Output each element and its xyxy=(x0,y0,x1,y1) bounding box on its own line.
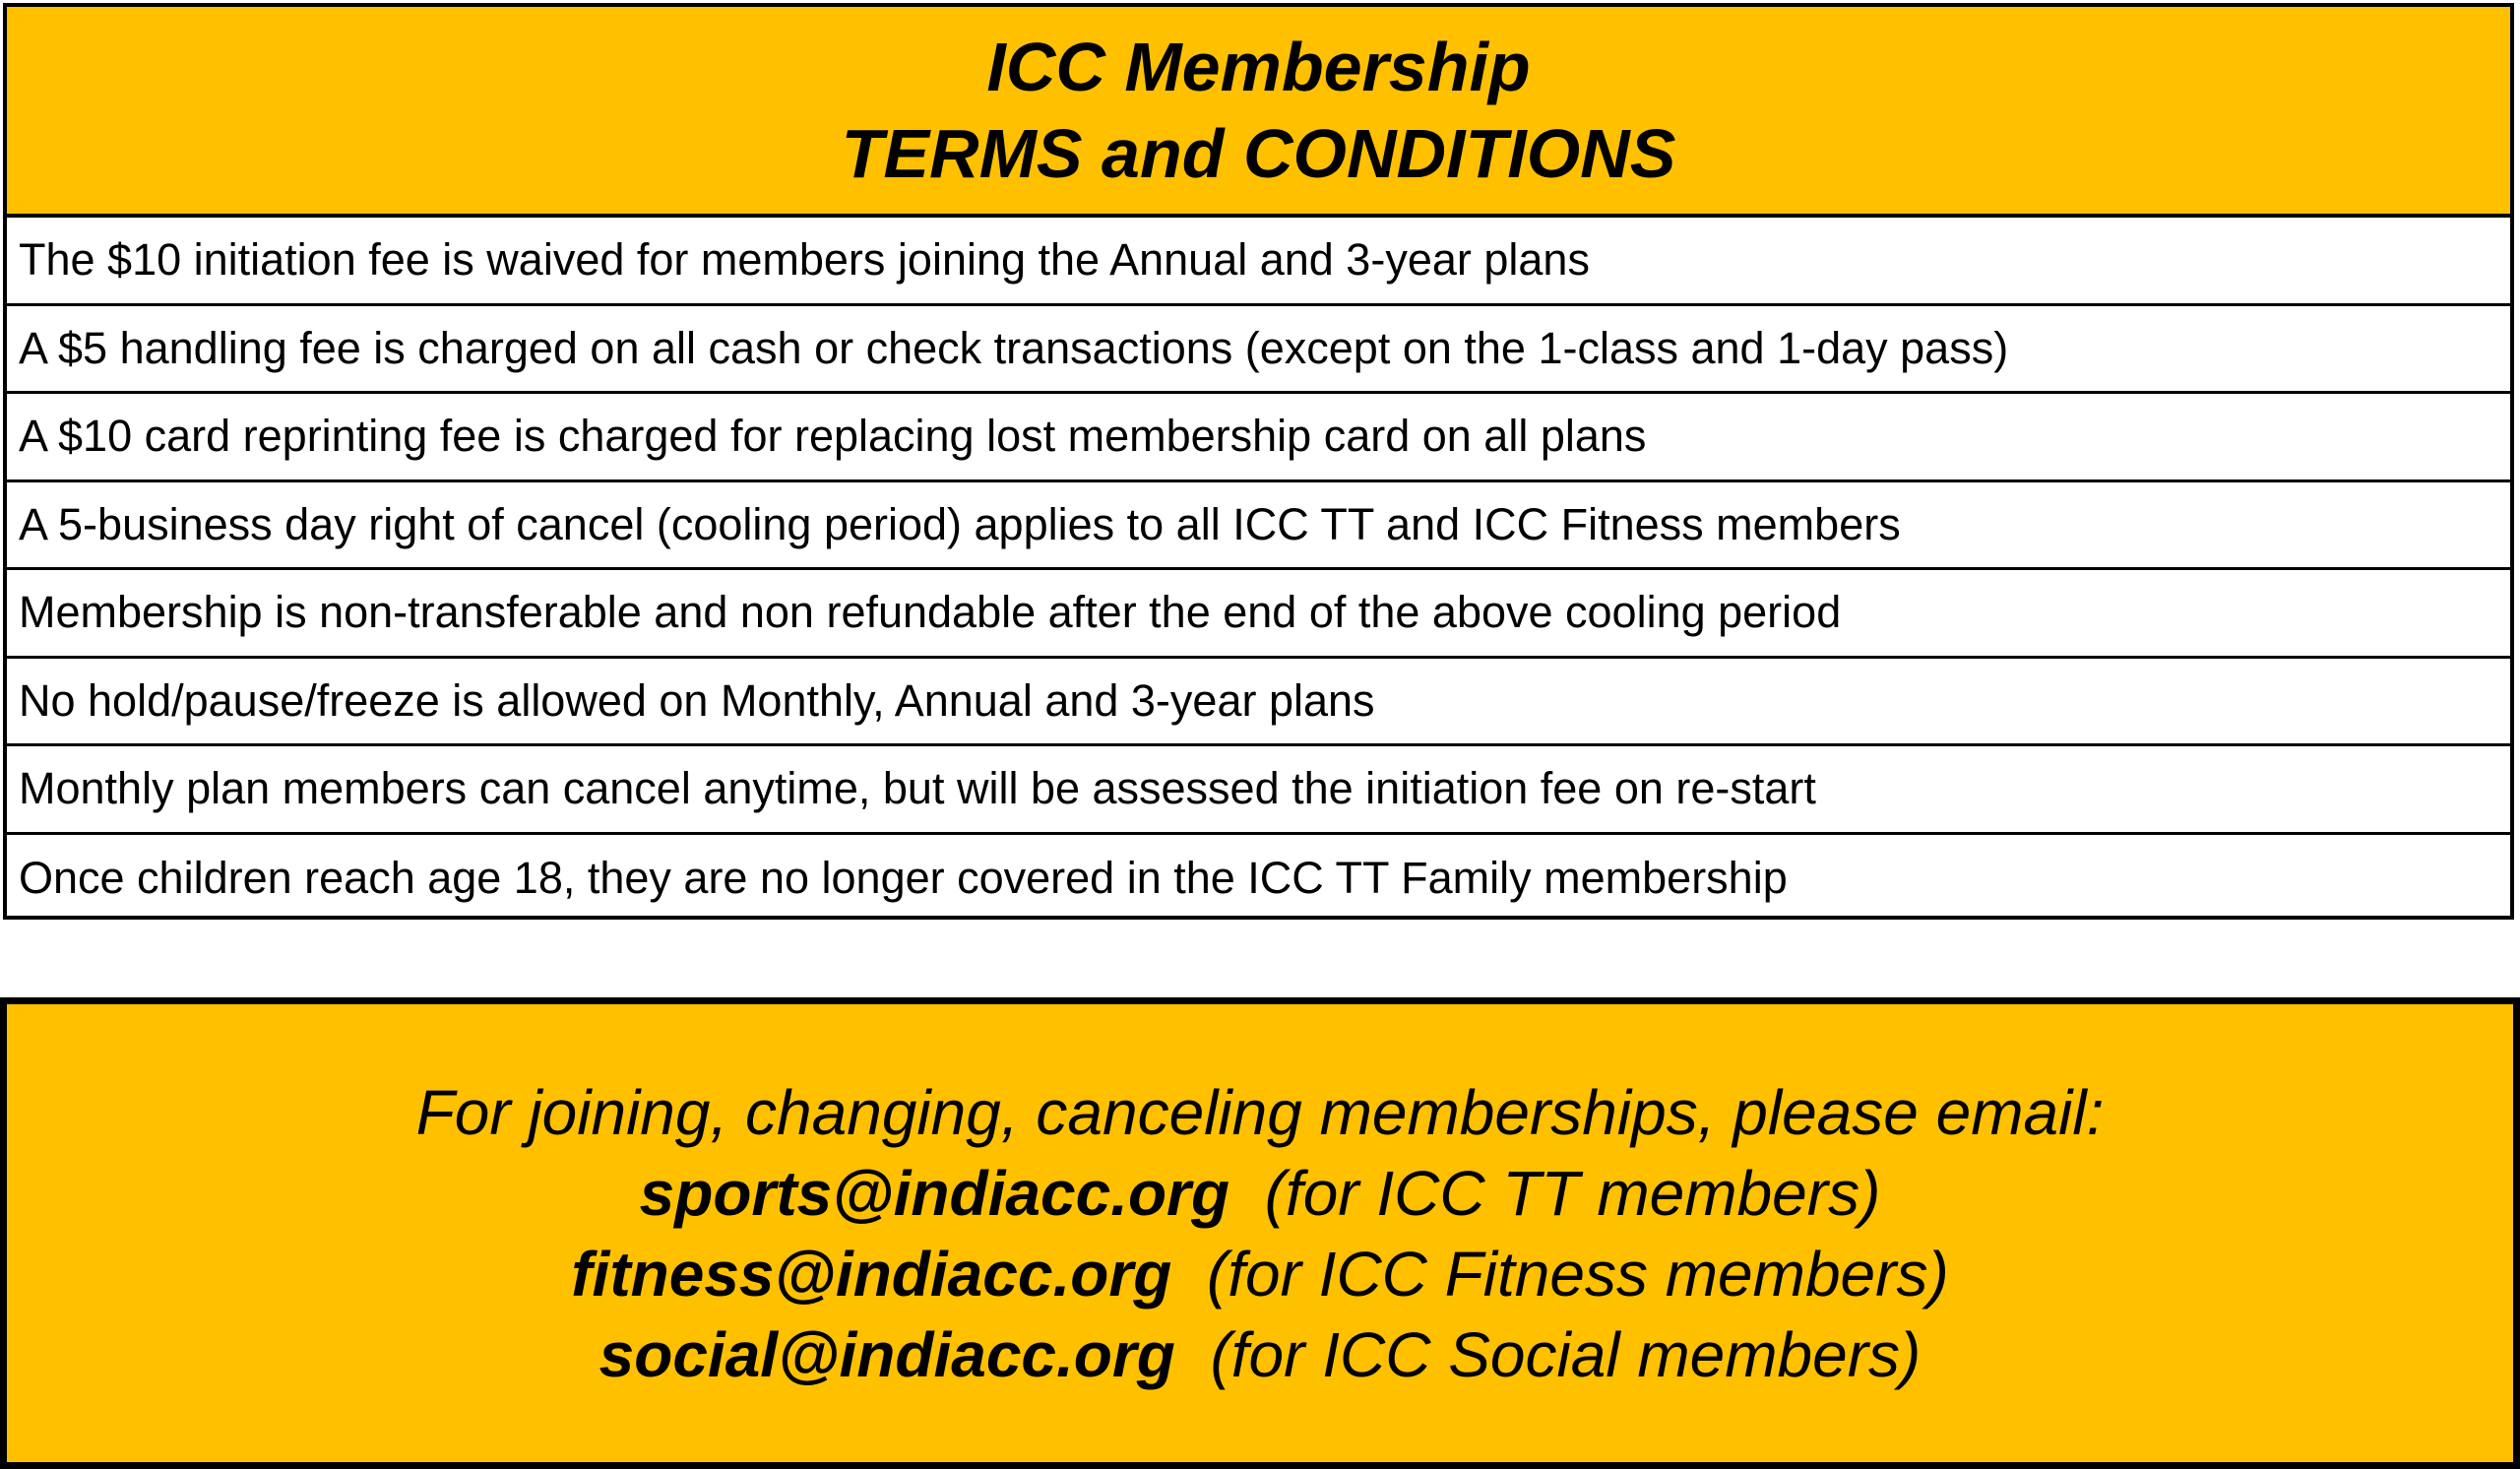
email-note: (for ICC Fitness members) xyxy=(1206,1238,1949,1309)
term-row: Monthly plan members can cancel anytime,… xyxy=(7,746,2510,835)
contact-line-fitness: fitness@indiacc.org (for ICC Fitness mem… xyxy=(571,1234,1949,1314)
terms-header: ICC Membership TERMS and CONDITIONS xyxy=(3,7,2510,218)
contact-line-sports: sports@indiacc.org (for ICC TT members) xyxy=(640,1153,1881,1234)
email-link-fitness[interactable]: fitness@indiacc.org xyxy=(571,1238,1172,1309)
title-line-2: TERMS and CONDITIONS xyxy=(841,115,1676,192)
title-line-1: ICC Membership xyxy=(986,29,1531,105)
term-row: A $5 handling fee is charged on all cash… xyxy=(7,306,2510,394)
terms-table: ICC Membership TERMS and CONDITIONS The … xyxy=(3,3,2514,920)
email-note: (for ICC TT members) xyxy=(1264,1157,1881,1229)
email-note: (for ICC Social members) xyxy=(1210,1318,1922,1390)
contact-line-social: social@indiacc.org (for ICC Social membe… xyxy=(599,1314,1922,1395)
email-link-social[interactable]: social@indiacc.org xyxy=(598,1318,1175,1390)
term-row: A 5-business day right of cancel (coolin… xyxy=(7,482,2510,570)
email-link-sports[interactable]: sports@indiacc.org xyxy=(639,1157,1230,1229)
contact-box: For joining, changing, canceling members… xyxy=(0,997,2520,1469)
term-row: Membership is non-transferable and non r… xyxy=(7,570,2510,659)
term-row: No hold/pause/freeze is allowed on Month… xyxy=(7,659,2510,746)
term-row: A $10 card reprinting fee is charged for… xyxy=(7,394,2510,482)
term-row: Once children reach age 18, they are no … xyxy=(19,853,1788,904)
contact-intro: For joining, changing, canceling members… xyxy=(415,1076,2105,1148)
term-row: The $10 initiation fee is waived for mem… xyxy=(7,218,2510,306)
